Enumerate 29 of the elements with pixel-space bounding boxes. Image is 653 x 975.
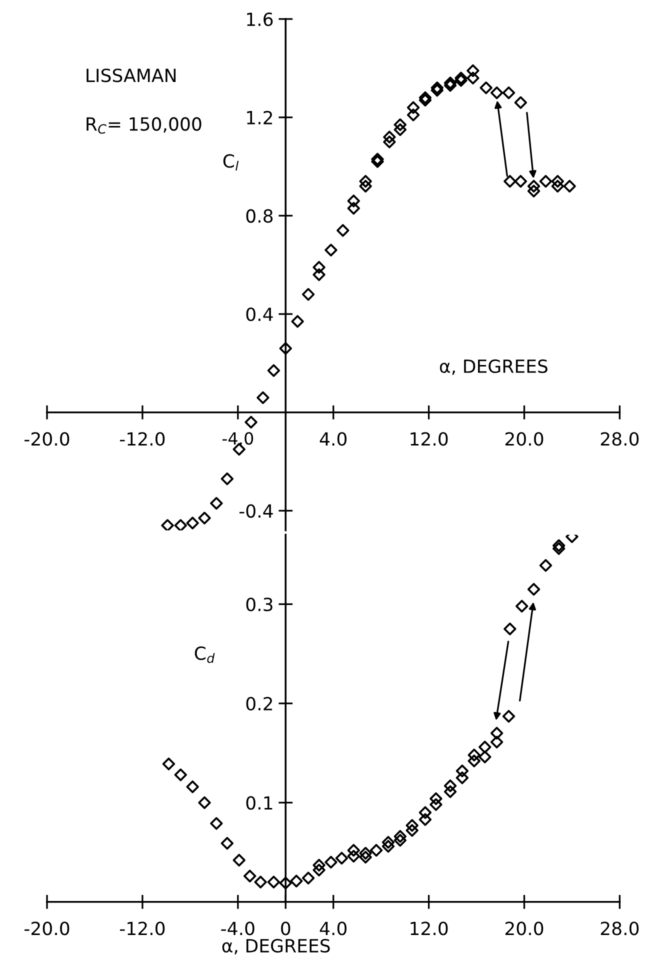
y-tick-label: 0.2 (246, 696, 272, 711)
x-tick-label: 28.0 (600, 922, 639, 936)
y-tick-label: 1.6 (247, 12, 273, 26)
y-axis-title: C$_{d}$ (194, 646, 215, 663)
y-axis-title: C$_{l}$ (223, 154, 239, 171)
annotation: R$_{C}$= 150,000 (86, 117, 202, 134)
y-tick-label: 0.4 (246, 308, 273, 322)
x-tick-label: -20.0 (24, 432, 70, 446)
x-tick-label: -12.0 (120, 432, 165, 446)
x-tick-label: -4.0 (222, 432, 254, 445)
x-tick-label: 20.0 (505, 922, 544, 936)
y-tick-label: 0.8 (246, 209, 273, 223)
y-tick-label: 1.2 (247, 110, 272, 124)
x-tick-label: 4.0 (320, 922, 347, 936)
x-tick-label: 4.0 (320, 432, 347, 446)
x-tick-label: 0 (281, 922, 290, 936)
x-tick-label: 12.0 (410, 922, 448, 936)
y-tick-label: -0.4 (239, 504, 273, 518)
y-tick-label: 0.3 (246, 598, 272, 612)
x-tick-label: -20.0 (24, 922, 70, 936)
x-tick-label: -12.0 (120, 922, 165, 936)
x-tick-label: 12.0 (410, 432, 448, 446)
x-tick-label: 20.0 (505, 432, 544, 446)
x-tick-label: 28.0 (600, 432, 639, 446)
x-axis-title: α, DEGREES (440, 359, 548, 375)
x-tick-label: -4.0 (221, 922, 254, 936)
x-axis-title: α, DEGREES (222, 938, 330, 954)
annotation: LISSAMAN (86, 68, 176, 82)
y-tick-label: 0.1 (246, 796, 272, 810)
